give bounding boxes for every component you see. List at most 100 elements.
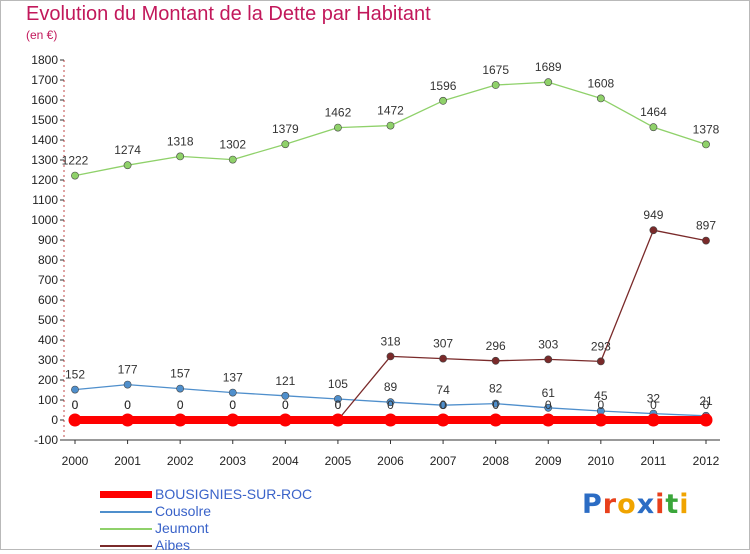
data-label: 89 <box>384 380 398 394</box>
data-point <box>649 123 658 132</box>
data-point <box>331 413 345 427</box>
logo-letter: r <box>602 489 618 520</box>
data-point <box>386 398 395 407</box>
data-point <box>173 413 187 427</box>
y-tick-label: 1500 <box>31 113 58 127</box>
y-tick-label: 1100 <box>32 193 58 207</box>
data-label: 949 <box>643 208 663 222</box>
data-label: 0 <box>229 398 236 412</box>
data-point <box>491 399 500 408</box>
data-point <box>384 413 397 427</box>
data-label: 157 <box>170 367 190 381</box>
data-point <box>439 354 447 363</box>
data-point <box>702 236 710 245</box>
data-label: 0 <box>72 398 79 412</box>
data-label: 0 <box>282 398 289 412</box>
logo-letter: i <box>679 489 690 520</box>
logo-letter: P <box>582 489 603 520</box>
data-label: 0 <box>703 398 710 412</box>
x-tick-label: 2002 <box>167 454 194 468</box>
data-point <box>176 384 185 393</box>
x-tick-label: 2012 <box>693 454 720 468</box>
data-label: 32 <box>647 392 661 406</box>
data-label: 296 <box>486 339 506 353</box>
data-point <box>544 78 553 87</box>
data-label: 0 <box>177 398 184 412</box>
data-point <box>439 401 447 410</box>
y-tick-label: 100 <box>38 393 58 407</box>
data-label: 1596 <box>430 79 457 93</box>
data-label: 0 <box>387 398 394 412</box>
y-tick-label: 500 <box>38 313 58 327</box>
data-label: 0 <box>597 398 604 412</box>
chart-title: Evolution du Montant de la Dette par Hab… <box>26 3 431 25</box>
data-label: 21 <box>699 394 713 408</box>
legend-swatch <box>100 491 152 498</box>
data-label: 0 <box>335 398 342 412</box>
x-tick-label: 2010 <box>587 454 614 468</box>
data-point <box>544 355 553 364</box>
y-tick-label: 1300 <box>31 153 58 167</box>
y-tick-label: 300 <box>38 353 58 367</box>
data-label: 1302 <box>219 138 246 152</box>
data-point <box>386 121 395 130</box>
data-label: 0 <box>440 398 447 412</box>
data-label: 1222 <box>62 154 89 168</box>
y-tick-label: 1200 <box>31 173 58 187</box>
y-tick-label: 1400 <box>31 133 58 147</box>
y-tick-label: 900 <box>38 233 58 247</box>
data-point <box>596 357 605 366</box>
y-tick-label: 0 <box>51 413 58 427</box>
data-point <box>121 413 135 427</box>
chart-unit-label: (en €) <box>26 28 58 42</box>
data-point <box>439 96 447 105</box>
data-point <box>541 413 555 427</box>
data-label: 82 <box>489 382 503 396</box>
data-point <box>228 155 237 164</box>
data-point <box>123 161 132 170</box>
data-point <box>491 81 500 89</box>
data-point <box>281 391 290 400</box>
data-label: 61 <box>542 386 556 400</box>
data-point <box>281 140 290 149</box>
data-label: 0 <box>335 398 342 412</box>
data-point <box>68 413 82 427</box>
legend-swatch <box>100 545 152 547</box>
x-tick-label: 2007 <box>430 454 457 468</box>
proxiti-logo: Proxiti <box>582 489 690 520</box>
data-point <box>278 413 292 427</box>
legend-label: BOUSIGNIES-SUR-ROC <box>155 486 313 502</box>
y-tick-label: 800 <box>38 253 58 267</box>
x-tick-label: 2008 <box>482 454 509 468</box>
data-label: 307 <box>433 337 453 351</box>
data-label: 105 <box>328 377 348 391</box>
data-label: 74 <box>436 383 450 397</box>
data-label: 0 <box>229 398 236 412</box>
x-tick-label: 2009 <box>535 454 562 468</box>
data-point <box>594 413 608 427</box>
y-tick-label: -100 <box>34 433 58 447</box>
x-tick-label: 2005 <box>325 454 352 468</box>
legend-label: Cousolre <box>155 503 212 519</box>
data-label: 152 <box>65 368 85 382</box>
data-point <box>71 171 79 180</box>
data-point <box>226 413 240 427</box>
data-point <box>596 94 605 103</box>
data-label: 1464 <box>640 105 667 119</box>
data-label: 1608 <box>587 76 614 90</box>
data-point <box>176 152 185 161</box>
data-label: 0 <box>650 398 657 412</box>
data-point <box>702 140 710 149</box>
data-label: 137 <box>223 371 243 385</box>
data-label: 1318 <box>167 134 194 148</box>
data-label: 121 <box>275 374 295 388</box>
y-tick-label: 1600 <box>31 93 58 107</box>
y-tick-label: 1700 <box>31 73 58 87</box>
data-point <box>386 352 395 361</box>
data-label: 1274 <box>114 143 141 157</box>
data-label: 318 <box>380 334 400 348</box>
data-point <box>334 123 342 132</box>
data-label: 1675 <box>482 63 509 77</box>
